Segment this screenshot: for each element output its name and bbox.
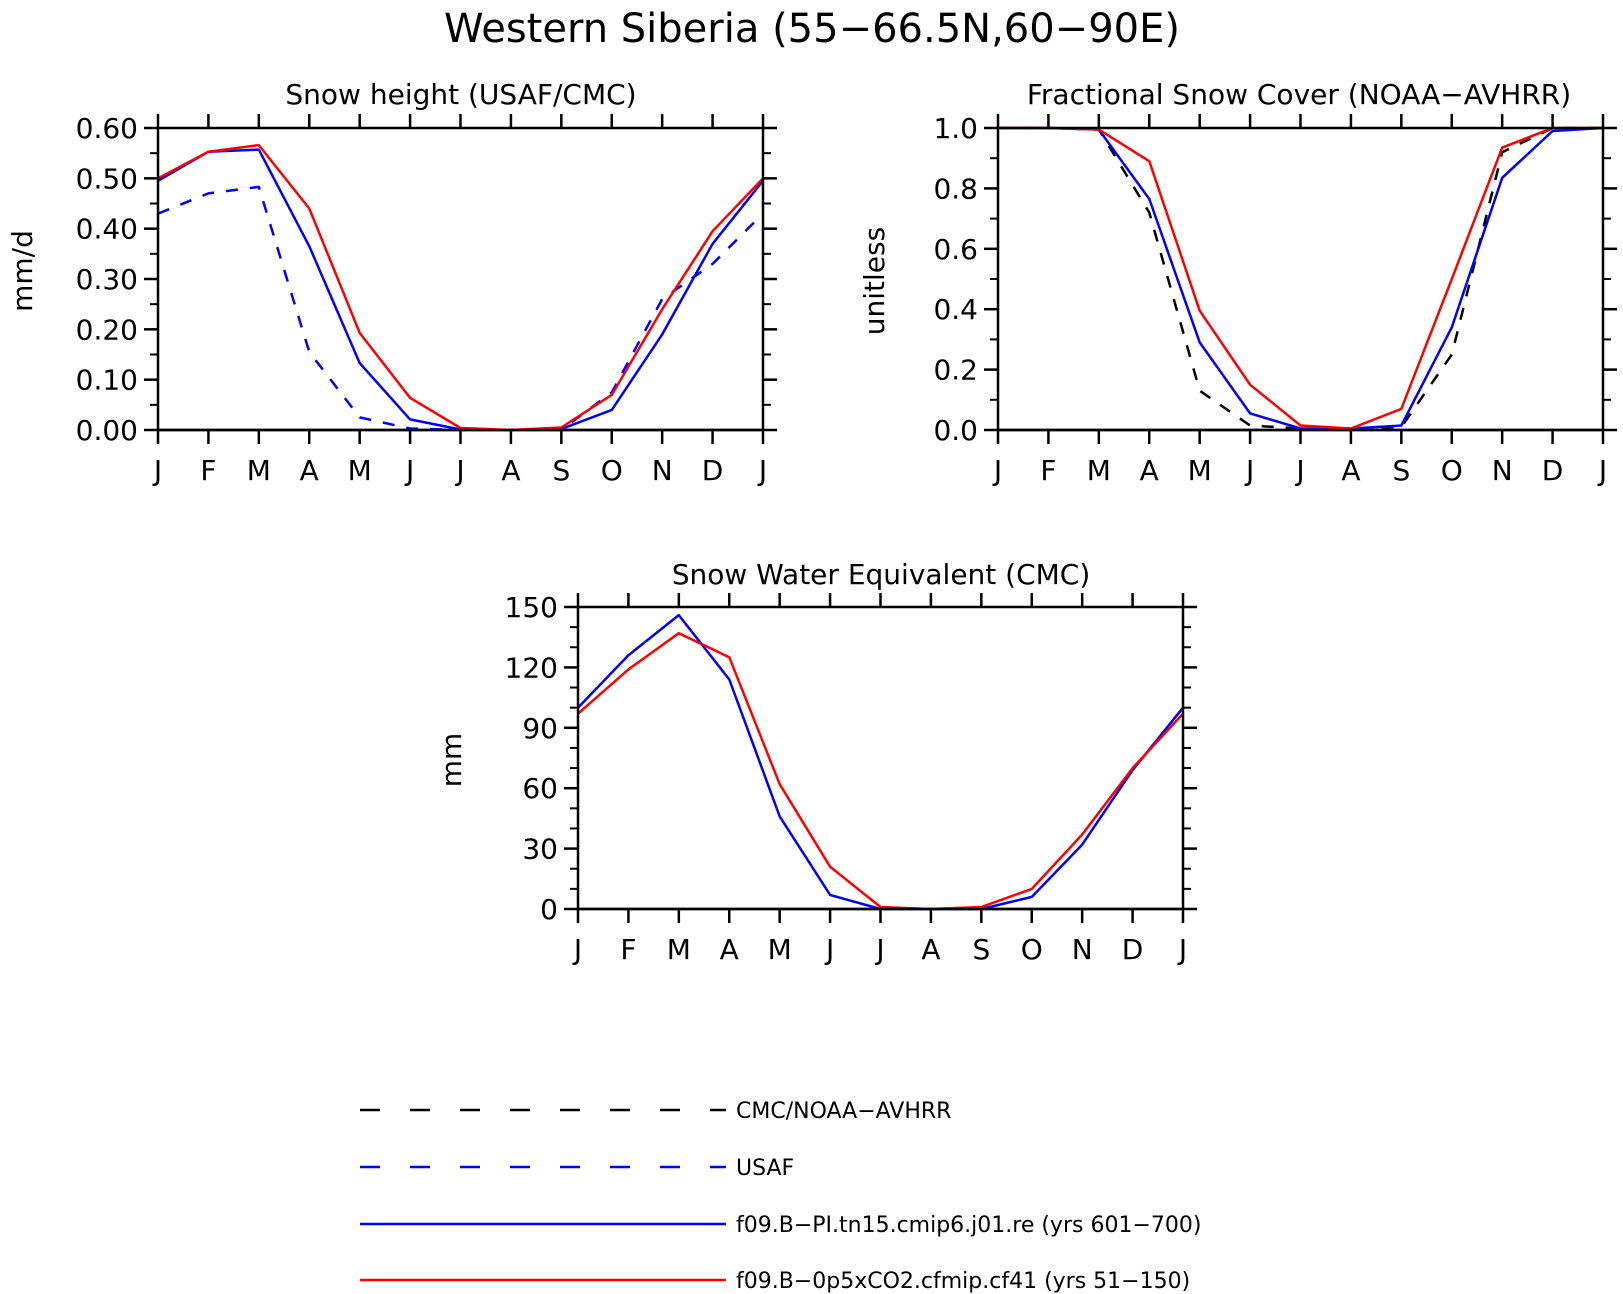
x-tick-label: D [1122, 933, 1144, 966]
x-tick-label: M [667, 933, 691, 966]
y-tick-label: 0.10 [76, 364, 138, 397]
x-tick-label: N [652, 454, 673, 487]
series-line-f09-b-0p5xco2-cfmip-cf41-yrs-51-150 [998, 126, 1603, 430]
y-tick-label: 0.2 [933, 354, 978, 387]
x-tick-label: O [1441, 454, 1463, 487]
x-tick-label: M [1188, 454, 1212, 487]
x-tick-label: A [300, 454, 319, 487]
x-tick-label: O [601, 454, 623, 487]
x-tick-label: A [1341, 454, 1360, 487]
x-tick-label: A [720, 933, 739, 966]
x-tick-label: J [992, 454, 1002, 487]
y-tick-label: 0.50 [76, 162, 138, 195]
plot-frame [576, 605, 1185, 911]
y-tick-label: 0.6 [933, 233, 978, 266]
x-tick-label: F [1040, 454, 1056, 487]
x-tick-label: D [1542, 454, 1564, 487]
y-tick-label: 0.4 [933, 293, 978, 326]
plot-frame [156, 126, 765, 432]
x-tick-label: S [552, 454, 570, 487]
x-tick-label: J [1294, 454, 1304, 487]
series-line-f09-b-pi-tn15-cmip6-j01-re-yrs-601-700 [157, 148, 764, 432]
panel-title: Snow Water Equivalent (CMC) [672, 558, 1091, 591]
x-tick-label: J [404, 454, 414, 487]
x-tick-label: S [1392, 454, 1410, 487]
y-tick-label: 0.40 [76, 213, 138, 246]
y-tick-label: 90 [522, 712, 558, 745]
legend-entry: USAF [360, 1156, 794, 1181]
y-tick-label: 30 [522, 833, 558, 866]
y-tick-label: 0.8 [933, 172, 978, 205]
x-tick-label: S [972, 933, 990, 966]
legend-entry: CMC/NOAA−AVHRR [360, 1099, 951, 1124]
x-tick-label: J [874, 933, 884, 966]
x-tick-label: A [1140, 454, 1159, 487]
x-tick-label: J [572, 933, 582, 966]
y-tick-label: 0 [540, 893, 558, 926]
panel-fractional-snow-cover: Fractional Snow Cover (NOAA−AVHRR) unitl… [858, 78, 1617, 487]
x-tick-label: J [152, 454, 162, 487]
x-tick-label: J [454, 454, 464, 487]
x-tick-label: A [921, 933, 940, 966]
x-tick-label: M [348, 454, 372, 487]
x-tick-label: J [1597, 454, 1607, 487]
x-tick-label: F [620, 933, 636, 966]
y-tick-label: 1.0 [933, 112, 978, 145]
panel-title: Snow height (USAF/CMC) [285, 78, 636, 111]
legend-label: f09.B−PI.tn15.cmip6.j01.re (yrs 601−700) [736, 1213, 1201, 1238]
y-tick-label: 60 [522, 772, 558, 805]
y-axis-label: mm [435, 733, 468, 788]
x-tick-label: A [501, 454, 520, 487]
figure-title: Western Siberia (55−66.5N,60−90E) [444, 6, 1180, 52]
x-tick-label: D [702, 454, 724, 487]
legend: CMC/NOAA−AVHRR USAF f09.B−PI.tn15.cmip6.… [360, 1099, 1201, 1294]
x-tick-label: J [1244, 454, 1254, 487]
x-tick-label: J [757, 454, 767, 487]
plot-frame [996, 126, 1605, 432]
series-line-f09-b-pi-tn15-cmip6-j01-re-yrs-601-700 [998, 126, 1604, 430]
y-tick-label: 0.60 [76, 112, 138, 145]
legend-label: CMC/NOAA−AVHRR [736, 1099, 951, 1124]
legend-entry: f09.B−0p5xCO2.cfmip.cf41 (yrs 51−150) [360, 1269, 1190, 1294]
series-line-f09-b-0p5xco2-cfmip-cf41-yrs-51-150 [577, 631, 1184, 911]
y-tick-label: 0.0 [933, 414, 978, 447]
legend-label: USAF [736, 1156, 794, 1181]
legend-label: f09.B−0p5xCO2.cfmip.cf41 (yrs 51−150) [736, 1269, 1190, 1294]
panel-snow-height: Snow height (USAF/CMC) mm/d 0.00 0.10 0.20… [6, 78, 777, 487]
y-tick-label: 120 [505, 651, 558, 684]
y-tick-label: 150 [505, 591, 558, 624]
series-line-f09-b-0p5xco2-cfmip-cf41-yrs-51-150 [157, 143, 764, 432]
y-axis-label: mm/d [6, 230, 39, 312]
x-tick-label: J [824, 933, 834, 966]
x-tick-label: O [1021, 933, 1043, 966]
y-tick-label: 0.20 [76, 313, 138, 346]
y-axis-label: unitless [858, 227, 891, 335]
series-line-cmc-noaa-avhrr [998, 126, 1603, 430]
x-tick-label: F [200, 454, 216, 487]
x-tick-label: N [1072, 933, 1093, 966]
x-tick-label: N [1492, 454, 1513, 487]
x-tick-label: M [247, 454, 271, 487]
series-line-f09-b-pi-tn15-cmip6-j01-re-yrs-601-700 [577, 613, 1184, 911]
x-tick-label: J [1177, 933, 1187, 966]
panel-title: Fractional Snow Cover (NOAA−AVHRR) [1027, 78, 1571, 111]
legend-entry: f09.B−PI.tn15.cmip6.j01.re (yrs 601−700) [360, 1213, 1201, 1238]
series-line-usaf [157, 185, 764, 432]
panel-snow-water-equivalent: Snow Water Equivalent (CMC) mm 0 30 60 90 12… [435, 558, 1197, 966]
y-tick-label: 0.00 [76, 414, 138, 447]
y-tick-label: 0.30 [76, 263, 138, 296]
x-tick-label: M [768, 933, 792, 966]
x-tick-label: M [1087, 454, 1111, 487]
